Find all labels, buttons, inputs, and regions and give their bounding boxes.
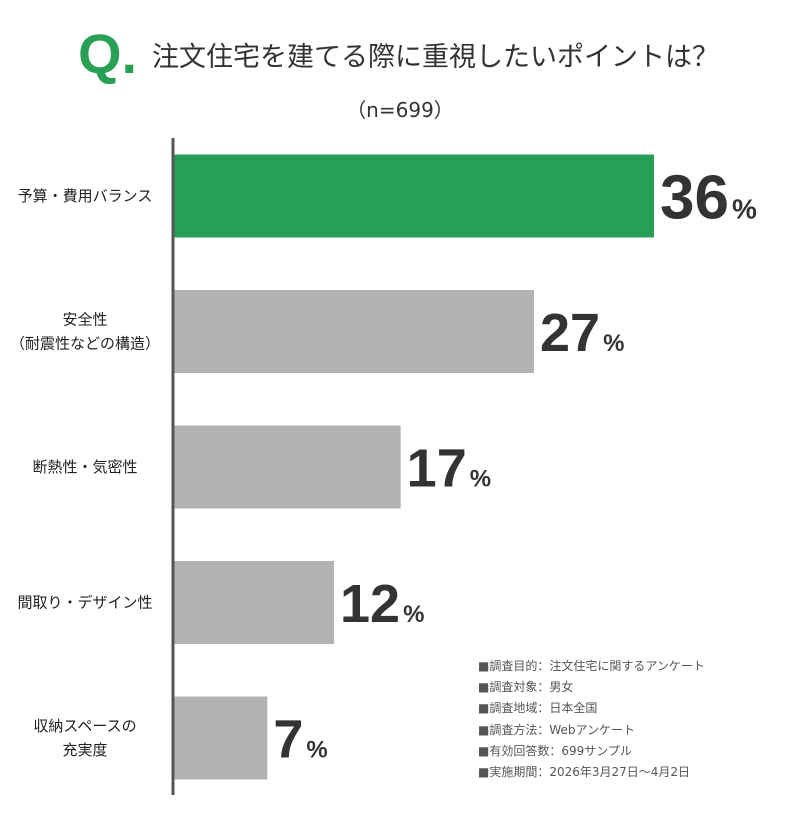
category-label-2-line-2: （耐震性などの構造）	[10, 335, 160, 353]
survey-note-1: ■調査目的：注文住宅に関するアンケート	[478, 659, 705, 673]
survey-note-6: ■実施期間：2026年3月27日～4月2日	[478, 765, 691, 780]
category-label-3: 断熱性・気密性	[32, 458, 137, 476]
value-label-4: 12%	[340, 574, 424, 634]
question-mark: Q.	[78, 22, 138, 85]
value-label-1: 36%	[660, 163, 757, 232]
value-unit-2: %	[603, 330, 624, 357]
value-label-2: 27%	[540, 303, 624, 363]
bar-5	[174, 696, 268, 780]
bar-1	[174, 154, 654, 238]
value-number-2: 27	[540, 303, 600, 363]
chart-header: Q. 注文住宅を建てる際に重視したいポイントは？ （n=699）	[0, 0, 800, 140]
bar-2	[174, 290, 534, 373]
value-number-5: 7	[273, 709, 303, 769]
value-unit-4: %	[403, 601, 424, 628]
survey-note-4: ■調査方法：Webアンケート	[478, 722, 636, 737]
survey-note-5: ■有効回答数：699サンプル	[478, 743, 632, 758]
value-number-1: 36	[660, 163, 729, 232]
bar-3	[174, 425, 401, 509]
survey-note-2: ■調査対象：男女	[478, 680, 574, 695]
value-unit-5: %	[306, 736, 327, 763]
category-label-2-line-1: 安全性	[62, 311, 107, 329]
value-label-3: 17%	[407, 438, 491, 498]
value-unit-1: %	[732, 193, 757, 224]
category-label-4: 間取り・デザイン性	[17, 594, 152, 612]
value-number-3: 17	[407, 438, 467, 498]
bars-layer	[174, 154, 654, 780]
survey-notes: ■調査目的：注文住宅に関するアンケート ■調査対象：男女 ■調査地域：日本全国 ■調査…	[478, 656, 798, 783]
value-label-5: 7%	[273, 709, 327, 769]
category-label-5-line-2: 充実度	[62, 741, 107, 759]
survey-note-3: ■調査地域：日本全国	[478, 701, 598, 716]
category-label-5-line-1: 収納スペースの	[33, 717, 136, 735]
sample-size: （n=699）	[346, 98, 454, 122]
category-label-1: 予算・費用バランス	[18, 187, 153, 205]
bar-4	[174, 561, 334, 644]
value-labels-layer: 36 %27 %17 %12 %7%	[273, 163, 757, 769]
value-number-4: 12	[340, 574, 400, 634]
chart-title: 注文住宅を建てる際に重視したいポイントは？	[152, 42, 719, 73]
value-unit-3: %	[470, 465, 491, 492]
